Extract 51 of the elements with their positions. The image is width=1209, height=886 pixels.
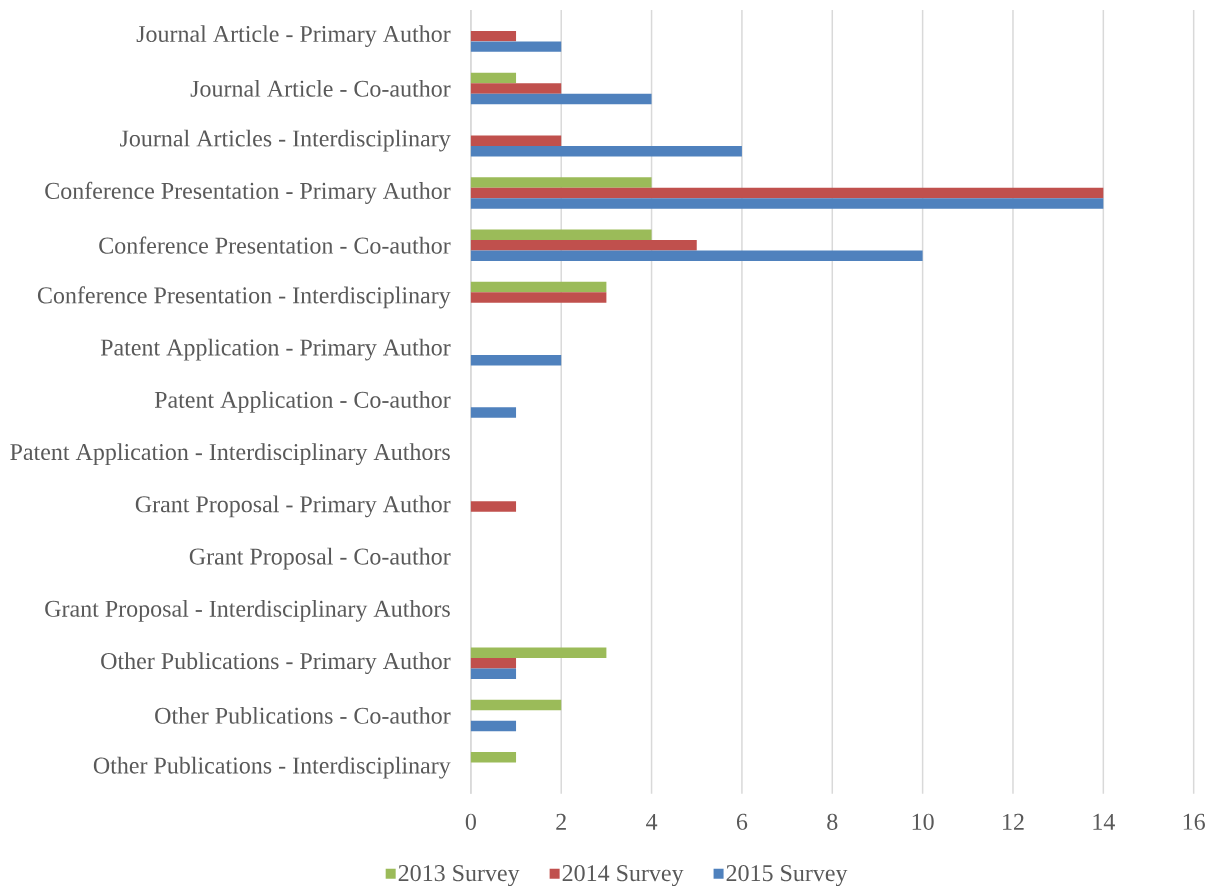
x-tick-label: 8	[827, 813, 838, 830]
legend-label: 2013 Survey	[398, 864, 520, 886]
bar	[470, 281, 607, 292]
bar	[470, 93, 652, 104]
legend-label: 2015 Survey	[726, 864, 848, 886]
bar	[470, 699, 562, 710]
y-tick-label: Patent Application - Co-author	[154, 390, 451, 413]
y-tick-label: Journal Article - Primary Author	[136, 24, 451, 47]
x-tick-label: 14	[1093, 813, 1115, 830]
bar	[470, 354, 562, 366]
y-tick-label: Patent Application - Interdisciplinary Authors	[10, 443, 450, 465]
bar	[470, 239, 697, 251]
y-tick-label: Journal Article - Co-author	[190, 79, 451, 97]
bar	[470, 229, 652, 240]
y-tick-label: Other Publications - Interdisciplinary	[93, 756, 451, 779]
bar	[470, 82, 562, 94]
bar	[470, 145, 742, 157]
bar	[470, 751, 517, 763]
bar	[470, 668, 517, 679]
x-tick-label: 2	[556, 813, 566, 830]
y-tick-label: Grant Proposal - Interdisciplinary Authors	[45, 599, 450, 622]
y-tick-label: Other Publications - Co-author	[155, 706, 451, 724]
x-tick-label: 6	[736, 813, 748, 830]
bar	[470, 197, 1104, 209]
bar	[470, 135, 562, 146]
bar	[470, 647, 607, 658]
y-tick-label: Grant Proposal - Co-author	[189, 547, 451, 570]
bar	[470, 176, 652, 188]
bar	[470, 250, 923, 261]
x-tick-label: 12	[1003, 813, 1024, 830]
bar	[470, 41, 562, 52]
bar	[470, 500, 517, 512]
x-tick-label: 10	[912, 813, 934, 830]
y-tick-label: Conference Presentation - Co-author	[99, 236, 451, 254]
y-tick-label: Other Publications - Primary Author	[101, 652, 451, 674]
bar	[470, 291, 607, 303]
y-tick-label: Conference Presentation - Primary Author	[45, 181, 451, 204]
bar	[470, 30, 517, 42]
legend-label: 2014 Survey	[562, 864, 684, 886]
bar	[470, 657, 517, 669]
bar	[470, 406, 517, 418]
x-tick-label: 0	[465, 813, 476, 830]
y-tick-label: Conference Presentation - Interdisciplinary	[37, 286, 451, 309]
bar	[470, 187, 1104, 198]
y-tick-label: Patent Application - Primary Author	[100, 338, 451, 361]
bar	[470, 720, 517, 731]
bar	[470, 72, 517, 83]
x-tick-label: 4	[646, 813, 658, 830]
y-tick-label: Grant Proposal - Primary Author	[135, 495, 451, 518]
y-tick-label: Journal Articles - Interdisciplinary	[120, 129, 451, 152]
x-tick-label: 16	[1183, 813, 1205, 830]
